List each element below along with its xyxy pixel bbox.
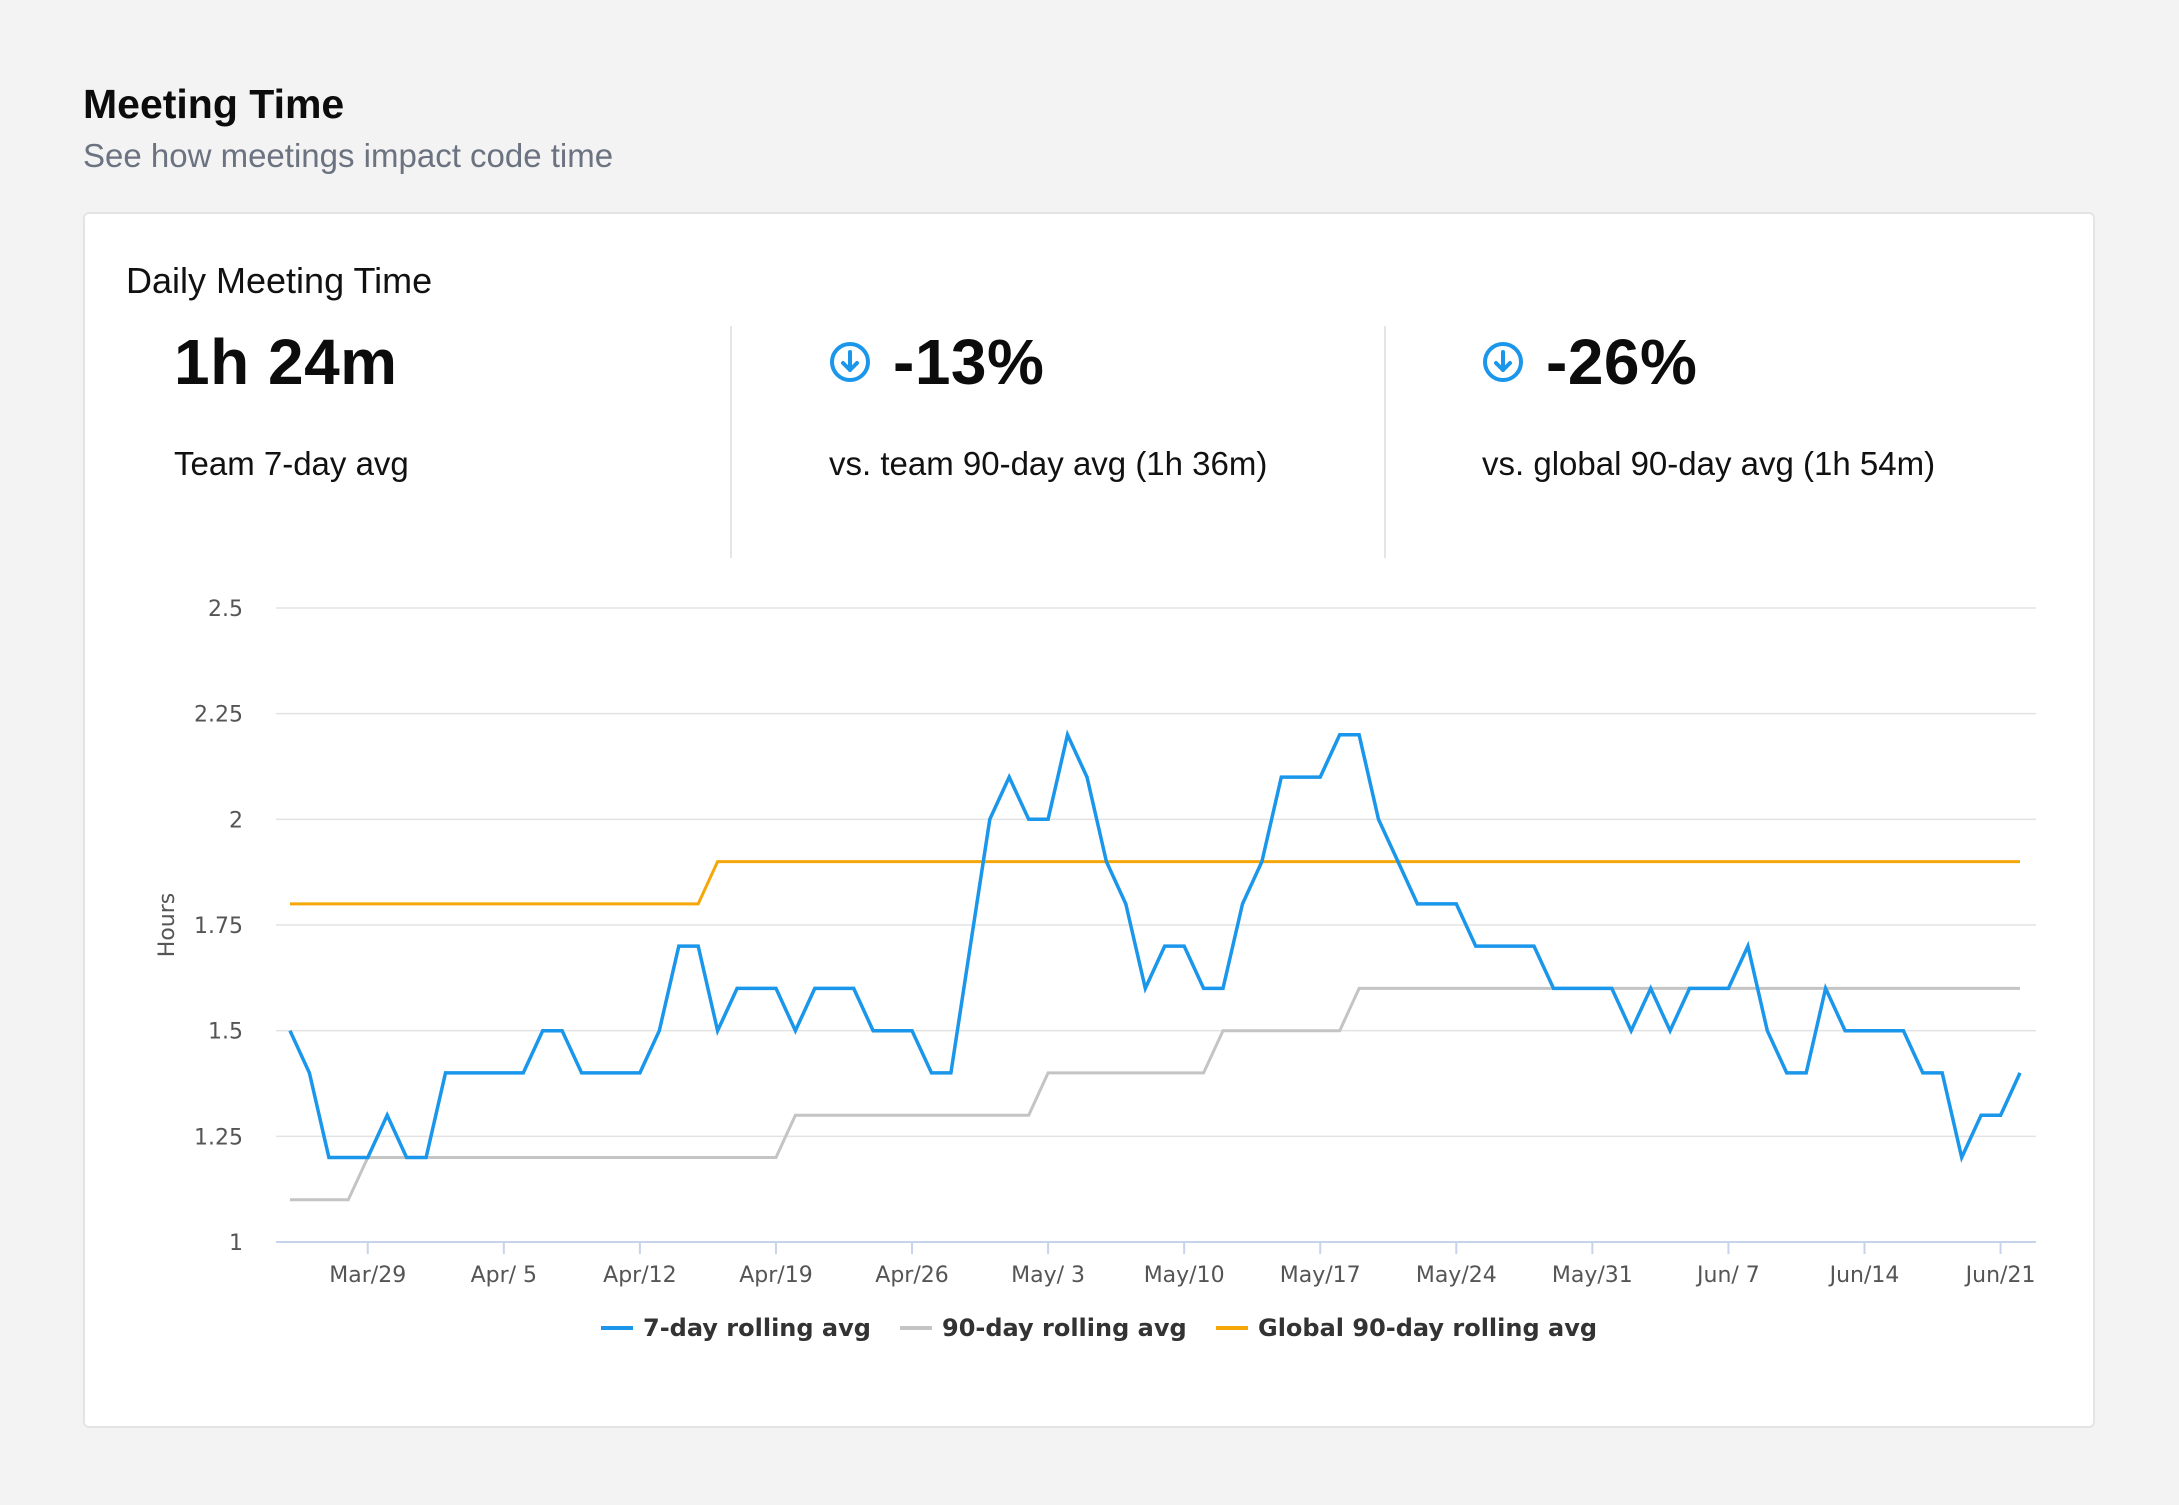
- series-line-90day-rolling-avg: [290, 986, 2020, 1202]
- y-tick-label: 2.25: [194, 703, 243, 728]
- stat-value: 1h 24m: [174, 326, 398, 398]
- x-tick-label: Apr/19: [739, 1263, 812, 1288]
- stat-vs-global-90day: -26% vs. global 90-day avg (1h 54m): [1482, 322, 1935, 484]
- y-tick-label: 2.5: [208, 597, 243, 622]
- x-tick-label: May/31: [1552, 1263, 1633, 1288]
- x-tick-label: May/10: [1144, 1263, 1225, 1288]
- x-tick-label: Jun/21: [1964, 1263, 2036, 1288]
- stat-divider: [730, 326, 732, 558]
- x-tick-label: Jun/ 7: [1695, 1263, 1760, 1288]
- stat-label: vs. global 90-day avg (1h 54m): [1482, 445, 1936, 482]
- legend-item-90day-label: 90-day rolling avg: [942, 1314, 1187, 1342]
- card-title: Daily Meeting Time: [126, 260, 433, 301]
- legend-item-7day-label: 7-day rolling avg: [643, 1314, 871, 1342]
- stat-value: -13%: [893, 326, 1045, 398]
- stat-team-7day-avg: 1h 24m Team 7-day avg: [174, 322, 409, 484]
- x-tick-label: Apr/26: [875, 1263, 948, 1288]
- stat-label: Team 7-day avg: [174, 445, 409, 482]
- page-subtitle: See how meetings impact code time: [83, 137, 614, 174]
- series-line-global-90day-rolling-avg: [290, 860, 2020, 906]
- stat-divider: [1384, 326, 1386, 558]
- y-tick-label: 1.5: [208, 1020, 243, 1045]
- page-title: Meeting Time: [83, 81, 345, 127]
- stat-label: vs. team 90-day avg (1h 36m): [829, 445, 1268, 482]
- meeting-time-line-chart: 1 1.25 1.5 1.75 2 2.25 2.5 Hours Mar/29 Apr/ 5 Apr…: [155, 597, 2036, 1342]
- page-header: Meeting Time See how meetings impact cod…: [83, 78, 613, 178]
- arrow-down-circle-icon: [829, 341, 871, 383]
- legend-item-global-label: Global 90-day rolling avg: [1258, 1314, 1597, 1342]
- x-tick-label: Apr/12: [603, 1263, 676, 1288]
- y-tick-label: 1: [229, 1231, 243, 1256]
- y-axis-label: Hours: [155, 893, 180, 957]
- daily-meeting-time-card: Daily Meeting Time 1h 24m Team 7-day avg…: [83, 212, 2095, 1428]
- x-tick-label: May/ 3: [1011, 1263, 1085, 1288]
- x-tick-label: Mar/29: [329, 1263, 406, 1288]
- stat-vs-team-90day: -13% vs. team 90-day avg (1h 36m): [829, 322, 1267, 484]
- x-tick-label: May/17: [1280, 1263, 1361, 1288]
- x-tick-label: Apr/ 5: [471, 1263, 537, 1288]
- x-tick-label: May/24: [1416, 1263, 1497, 1288]
- x-tick-label: Jun/14: [1828, 1263, 1900, 1288]
- y-tick-label: 2: [229, 808, 243, 833]
- series-line-7day-rolling-avg: [288, 729, 2022, 1163]
- y-tick-label: 1.25: [194, 1125, 243, 1150]
- stat-value: -26%: [1546, 326, 1698, 398]
- arrow-down-circle-icon: [1482, 341, 1524, 383]
- y-tick-label: 1.75: [194, 914, 243, 939]
